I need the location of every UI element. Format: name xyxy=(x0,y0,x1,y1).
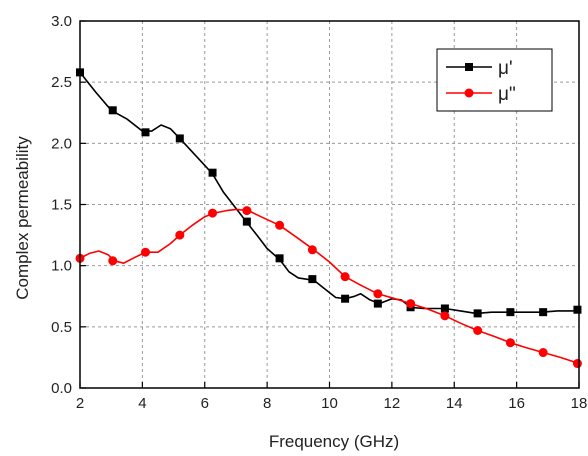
series-layer xyxy=(75,68,582,369)
data-point xyxy=(242,206,252,216)
data-point xyxy=(140,247,150,257)
data-point xyxy=(308,275,317,284)
series-1 xyxy=(75,206,582,369)
data-point xyxy=(505,338,515,348)
data-point xyxy=(108,256,118,266)
data-point xyxy=(175,134,184,143)
data-point xyxy=(538,348,548,358)
data-point xyxy=(307,245,317,255)
legend: μ' μ" xyxy=(436,48,553,112)
data-point xyxy=(573,305,582,314)
data-point xyxy=(208,168,217,177)
x-tick-label: 4 xyxy=(138,395,146,412)
y-tick-label: 2.5 xyxy=(51,74,72,91)
data-point xyxy=(440,304,449,313)
y-tick-label: 2.0 xyxy=(51,135,72,152)
data-point xyxy=(506,308,515,317)
y-tick-label: 1.0 xyxy=(51,258,72,275)
data-point xyxy=(473,309,482,318)
data-point xyxy=(108,106,117,115)
data-point xyxy=(275,254,284,263)
data-point xyxy=(242,217,251,226)
legend-box xyxy=(436,48,553,112)
x-axis-title: Frequency (GHz) xyxy=(269,432,399,451)
y-tick-label: 0.0 xyxy=(51,380,72,397)
data-point xyxy=(373,289,383,299)
axis-ticks xyxy=(79,20,580,389)
data-point xyxy=(473,326,483,336)
legend-label-mu-double-prime: μ" xyxy=(498,84,516,105)
data-point xyxy=(141,128,150,137)
data-point xyxy=(572,359,582,369)
y-tick-label: 1.5 xyxy=(51,197,72,214)
y-tick-labels: 0.0 0.5 1.0 1.5 2.0 2.5 3.0 xyxy=(51,13,72,397)
data-point xyxy=(275,220,285,230)
x-tick-label: 2 xyxy=(76,395,84,412)
x-tick-label: 10 xyxy=(321,395,338,412)
data-point xyxy=(406,299,416,309)
x-tick-label: 18 xyxy=(571,395,588,412)
y-tick-label: 0.5 xyxy=(51,319,72,336)
y-axis-title: Complex permeability xyxy=(13,136,32,300)
x-tick-label: 6 xyxy=(201,395,209,412)
legend-marker-mu-double-prime xyxy=(464,88,474,98)
y-tick-label: 3.0 xyxy=(51,13,72,30)
data-point xyxy=(440,311,450,321)
data-point xyxy=(340,272,350,282)
data-point xyxy=(341,294,350,303)
data-point xyxy=(539,308,548,317)
x-tick-label: 14 xyxy=(446,395,463,412)
legend-label-mu-prime: μ' xyxy=(498,58,513,79)
data-point xyxy=(373,299,382,308)
x-tick-label: 8 xyxy=(263,395,271,412)
x-tick-label: 12 xyxy=(384,395,401,412)
data-point xyxy=(175,230,185,240)
legend-marker-mu-prime xyxy=(465,63,473,71)
data-point xyxy=(208,208,218,218)
x-tick-labels: 2 4 6 8 10 12 14 16 18 xyxy=(76,395,588,412)
x-tick-label: 16 xyxy=(508,395,525,412)
